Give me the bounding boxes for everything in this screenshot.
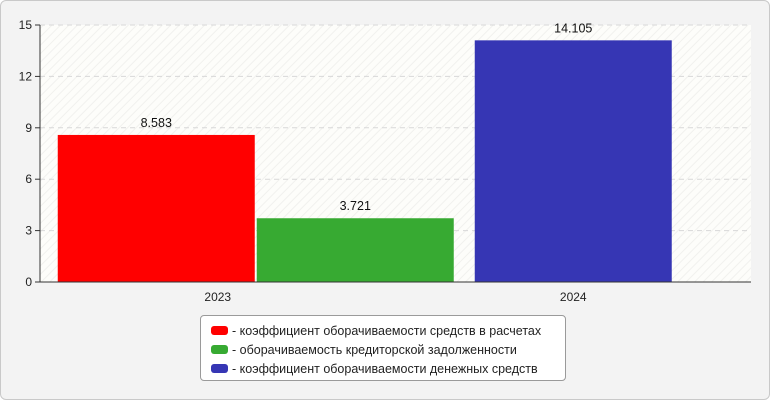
legend-swatch-icon — [211, 345, 228, 354]
y-tick-label: 3 — [25, 224, 32, 238]
bars — [57, 40, 672, 282]
legend-label: коэффициент оборачиваемости средств в ра… — [239, 323, 542, 338]
x-tick-label: 2024 — [560, 290, 587, 304]
x-ticks: 2023 2024 — [204, 290, 587, 304]
legend-item: - коэффициент оборачиваемости средств в … — [211, 321, 565, 340]
legend-item: - оборачиваемость кредиторской задолженн… — [211, 340, 565, 359]
value-label: 8.583 — [141, 116, 172, 130]
y-tick-label: 0 — [25, 275, 32, 289]
y-ticks: 0 3 6 9 12 15 — [19, 18, 40, 289]
legend-prefix: - — [232, 342, 240, 357]
legend: - коэффициент оборачиваемости средств в … — [200, 315, 566, 381]
axes — [39, 25, 751, 283]
y-tick-label: 12 — [19, 69, 33, 83]
bar-chart: 0 3 6 9 12 15 2023 2024 8.583 3.721 14.105 — [19, 18, 751, 304]
x-tick-label: 2023 — [204, 290, 231, 304]
legend-swatch-icon — [211, 364, 228, 373]
y-tick-label: 9 — [25, 121, 32, 135]
value-label: 3.721 — [340, 199, 371, 213]
legend-prefix: - — [232, 323, 240, 338]
bar — [256, 218, 454, 282]
bar — [57, 134, 255, 282]
legend-prefix: - — [232, 361, 240, 376]
value-labels: 8.583 3.721 14.105 — [141, 21, 593, 213]
value-label: 14.105 — [554, 21, 592, 35]
legend-label: оборачиваемость кредиторской задолженнос… — [239, 342, 517, 357]
legend-item: - коэффициент оборачиваемости денежных с… — [211, 359, 565, 378]
legend-label: коэффициент оборачиваемости денежных сре… — [239, 361, 538, 376]
bar — [474, 40, 672, 282]
y-tick-label: 15 — [19, 18, 33, 32]
y-tick-label: 6 — [25, 172, 32, 186]
legend-swatch-icon — [211, 326, 228, 335]
